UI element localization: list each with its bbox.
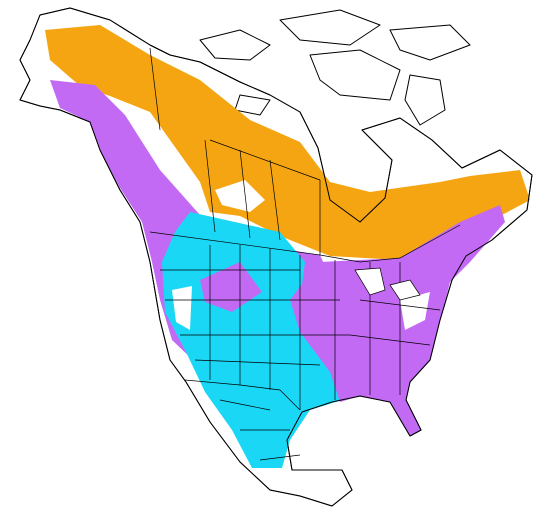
island [389, 24, 471, 61]
island [199, 29, 271, 61]
borders [149, 47, 461, 461]
nonbreeding-range [162, 212, 342, 468]
island [404, 74, 446, 126]
year-round-range [290, 205, 505, 436]
unfilled-area [215, 180, 265, 212]
unfilled-area [400, 292, 430, 330]
country-border [149, 47, 461, 263]
arctic-islands [199, 9, 471, 126]
island [234, 94, 271, 116]
country-border [184, 379, 301, 411]
mexico-border [219, 399, 301, 461]
province-border [204, 139, 321, 255]
unfilled-area [172, 286, 192, 330]
state-border [160, 245, 441, 410]
island [279, 9, 381, 46]
coastline [19, 7, 533, 507]
breeding-range [45, 25, 530, 260]
island [309, 49, 401, 101]
great-lakes [354, 267, 421, 301]
year-round-range [200, 262, 262, 312]
